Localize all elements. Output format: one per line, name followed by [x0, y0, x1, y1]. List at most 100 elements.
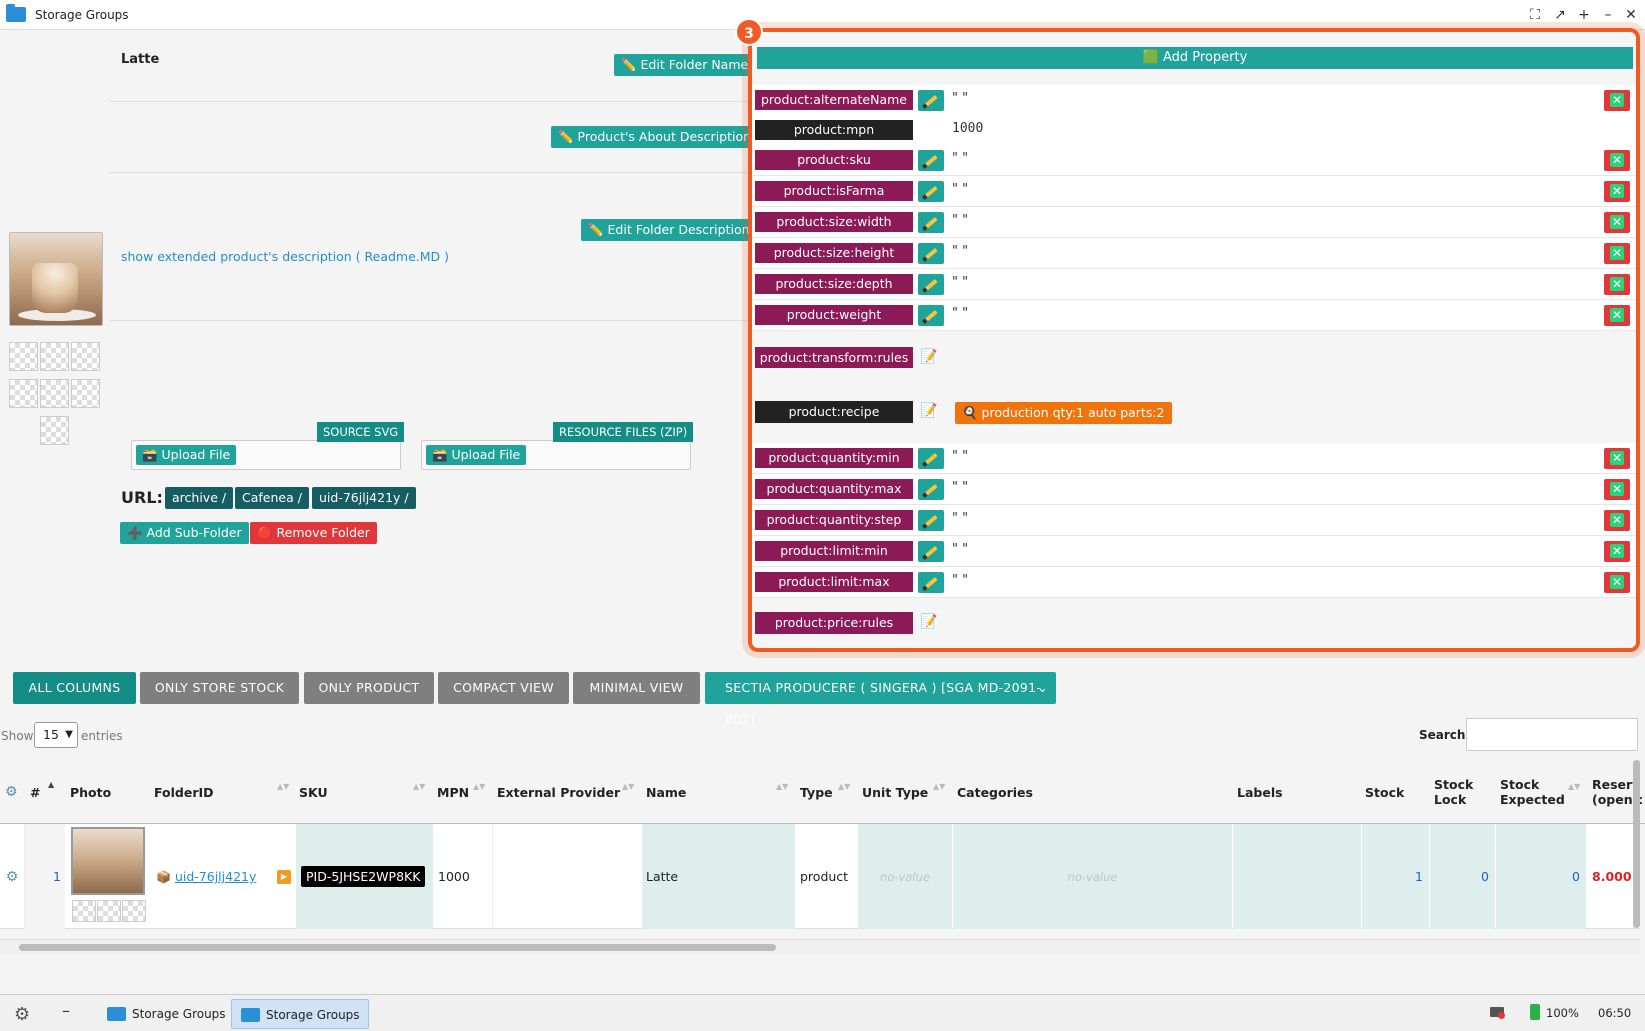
column-header-stock-lock[interactable]: Stock Lock [1434, 760, 1473, 824]
upload-zip-button[interactable]: 🗃️ Upload File [426, 445, 527, 465]
delete-property-button[interactable]: ✕ [1604, 541, 1630, 562]
add-subfolder-button[interactable]: ➕ Add Sub-Folder [120, 522, 249, 544]
column-header-num[interactable]: # [30, 784, 41, 800]
row-folderid-cell: 📦 uid-76jlj421y ▶ [151, 824, 296, 929]
edit-property-button[interactable] [918, 90, 944, 111]
image-slot[interactable] [9, 379, 38, 408]
url-crumb-uid[interactable]: uid-76jlj421y / [312, 487, 416, 509]
row-folderid-link[interactable]: uid-76jlj421y [174, 869, 257, 884]
delete-property-button[interactable]: ✕ [1604, 90, 1630, 111]
image-slot[interactable] [97, 900, 121, 922]
image-slot[interactable] [40, 342, 69, 371]
column-header-type[interactable]: Type [800, 784, 833, 800]
delete-property-button[interactable]: ✕ [1604, 181, 1630, 202]
edit-property-button[interactable] [918, 181, 944, 202]
only-product-button[interactable]: ONLY PRODUCT [304, 672, 434, 704]
minimize-all-icon[interactable]: – [62, 1001, 70, 1020]
edit-property-button[interactable] [918, 243, 944, 264]
edit-property-button[interactable] [918, 150, 944, 171]
upload-svg-button[interactable]: 🗃️ Upload File [136, 445, 237, 465]
edit-property-button[interactable] [918, 572, 944, 593]
row-photo-thumb[interactable] [71, 827, 145, 895]
image-slot[interactable] [40, 416, 69, 445]
column-header-folderid[interactable]: FolderID [154, 784, 214, 800]
image-slot[interactable] [40, 379, 69, 408]
column-header-mpn[interactable]: MPN [437, 784, 470, 800]
column-header-name[interactable]: Name [646, 784, 687, 800]
compact-view-button[interactable]: COMPACT VIEW [438, 672, 569, 704]
column-header-sku[interactable]: SKU [299, 784, 328, 800]
recipe-production-tag[interactable]: 🍳 production qty:1 auto parts:2 [955, 402, 1172, 424]
task-storage-groups-active[interactable]: Storage Groups [231, 999, 369, 1029]
column-header-labels[interactable]: Labels [1237, 784, 1283, 800]
note-edit-icon[interactable]: 📝 [920, 614, 938, 630]
search-input[interactable] [1466, 718, 1638, 751]
column-header-stock[interactable]: Stock [1365, 784, 1405, 800]
property-value: " " [952, 213, 969, 228]
note-edit-icon[interactable]: 📝 [920, 349, 938, 365]
edit-folder-name-button[interactable]: ✏️ Edit Folder Name [614, 54, 756, 76]
play-icon[interactable]: ▶ [277, 869, 291, 884]
column-header-external-provider[interactable]: External Provider [497, 784, 621, 800]
all-columns-button[interactable]: ALL COLUMNS [13, 672, 136, 704]
extended-description-link[interactable]: show extended product's description ( Re… [121, 249, 450, 264]
delete-property-button[interactable]: ✕ [1604, 572, 1630, 593]
edit-property-button[interactable] [918, 510, 944, 531]
gear-icon[interactable]: ⚙ [14, 1004, 31, 1025]
delete-property-button[interactable]: ✕ [1604, 479, 1630, 500]
column-header-unit-type[interactable]: Unit Type [862, 784, 929, 800]
add-property-button[interactable]: 🟩 Add Property [757, 47, 1633, 69]
settings-icon[interactable]: ⚙ [5, 784, 18, 800]
row-settings-icon[interactable]: ⚙ [0, 824, 25, 929]
image-slot[interactable] [72, 900, 96, 922]
row-sku[interactable]: PID-5JHSE2WP8KK [301, 866, 426, 887]
close-icon[interactable]: ✕ [1625, 7, 1637, 23]
url-crumb-cafenea[interactable]: Cafenea / [235, 487, 309, 509]
url-crumb-archive[interactable]: archive / [165, 487, 234, 509]
product-photo[interactable] [9, 232, 103, 326]
delete-property-button[interactable]: ✕ [1604, 274, 1630, 295]
edit-property-button[interactable] [918, 448, 944, 469]
property-key: product:alternateName [755, 90, 913, 110]
plus-icon[interactable]: + [1578, 7, 1590, 23]
delete-property-button[interactable]: ✕ [1604, 243, 1630, 264]
delete-property-button[interactable]: ✕ [1604, 448, 1630, 469]
note-edit-icon[interactable]: 📝 [920, 403, 938, 419]
image-slot[interactable] [71, 379, 100, 408]
store-select[interactable]: SECTIA PRODUCERE ( SINGERA ) [SGA MD-209… [705, 672, 1056, 727]
row-photo[interactable] [66, 824, 151, 929]
minimize-icon[interactable]: – [1604, 7, 1612, 23]
image-slot[interactable] [9, 342, 38, 371]
image-slot[interactable] [71, 342, 100, 371]
only-store-stock-button[interactable]: ONLY STORE STOCK [140, 672, 299, 704]
about-description-button[interactable]: ✏️ Product's About Description [551, 126, 759, 148]
horizontal-scrollbar-thumb[interactable] [19, 944, 776, 951]
edit-property-button[interactable] [918, 541, 944, 562]
edit-property-button[interactable] [918, 274, 944, 295]
edit-folder-description-button[interactable]: ✏️ Edit Folder Description [581, 219, 757, 241]
delete-property-button[interactable]: ✕ [1604, 510, 1630, 531]
vertical-scrollbar[interactable] [1633, 760, 1640, 928]
edit-property-button[interactable] [918, 212, 944, 233]
entries-select[interactable]: 15 ▼ [34, 722, 78, 748]
battery-icon[interactable] [1530, 1004, 1540, 1020]
delete-property-button[interactable]: ✕ [1604, 150, 1630, 171]
column-header-categories[interactable]: Categories [957, 784, 1033, 800]
delete-property-button[interactable]: ✕ [1604, 305, 1630, 326]
popout-icon[interactable]: ↗ [1554, 7, 1566, 23]
column-header-photo[interactable]: Photo [70, 784, 112, 800]
network-icon[interactable] [1490, 1007, 1505, 1019]
url-label: URL: [121, 488, 163, 507]
fullscreen-icon[interactable]: ⛶ [1530, 7, 1540, 23]
horizontal-scrollbar-track[interactable] [0, 939, 1640, 954]
delete-property-button[interactable]: ✕ [1604, 212, 1630, 233]
column-header-reserved[interactable]: Reserv (open c [1592, 760, 1642, 824]
column-header-stock-expected[interactable]: Stock Expected [1500, 760, 1565, 824]
image-slot[interactable] [122, 900, 146, 922]
task-storage-groups[interactable]: Storage Groups [98, 999, 234, 1029]
minimal-view-button[interactable]: MINIMAL VIEW [573, 672, 700, 704]
edit-property-button[interactable] [918, 305, 944, 326]
edit-property-button[interactable] [918, 479, 944, 500]
remove-folder-button[interactable]: 🔴 Remove Folder [250, 522, 377, 544]
table-row[interactable]: ⚙ 1 📦 uid-76jlj421y ▶ PID-5JHSE2WP8KK 10… [0, 824, 1640, 929]
